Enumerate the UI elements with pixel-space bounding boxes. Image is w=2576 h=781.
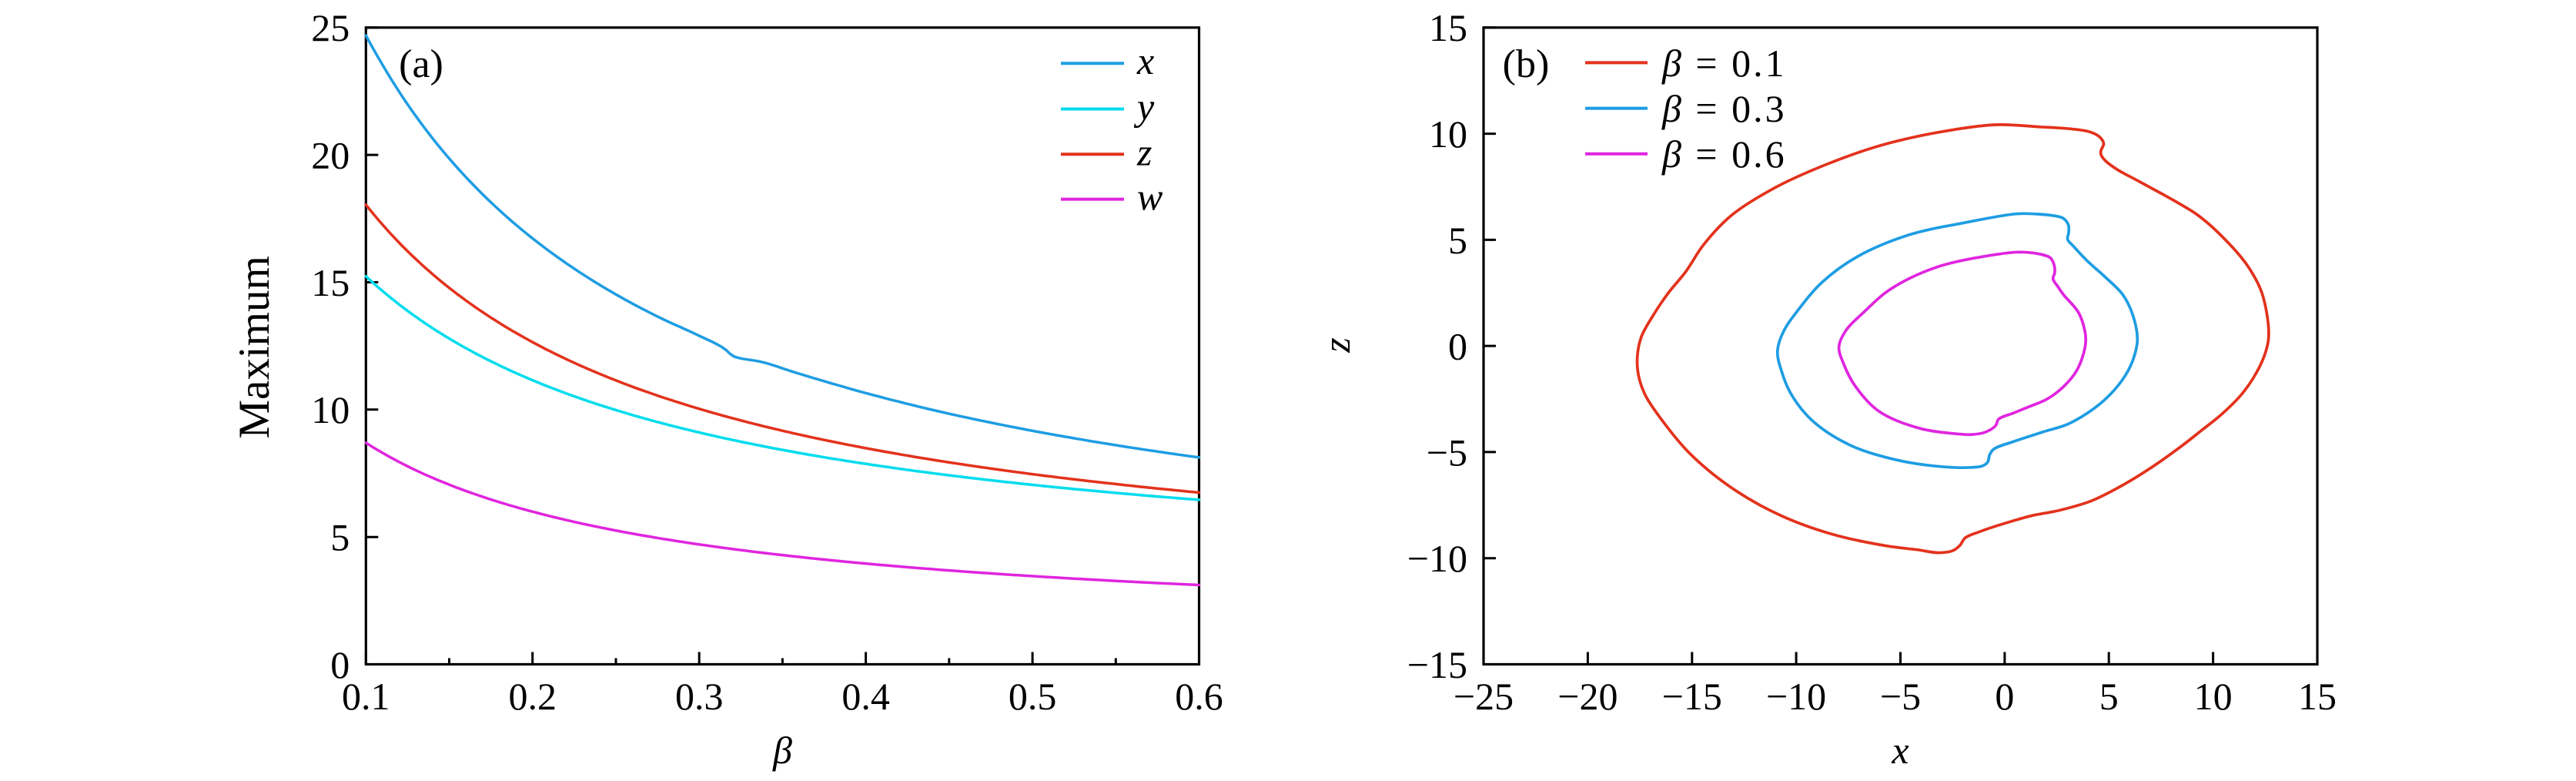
svg-text:y: y	[1133, 85, 1155, 129]
svg-text:−15: −15	[1662, 675, 1722, 718]
svg-text:(a): (a)	[399, 42, 443, 86]
svg-text:β = 0.3: β = 0.3	[1661, 87, 1787, 130]
svg-text:x: x	[1136, 39, 1154, 82]
svg-text:10: 10	[311, 388, 350, 431]
svg-text:z: z	[1315, 337, 1358, 353]
svg-text:−15: −15	[1407, 643, 1467, 686]
svg-text:−10: −10	[1407, 537, 1467, 580]
svg-text:0.4: 0.4	[841, 675, 890, 718]
svg-text:15: 15	[1429, 6, 1467, 49]
svg-text:−25: −25	[1454, 675, 1514, 718]
svg-text:β = 0.1: β = 0.1	[1661, 42, 1787, 85]
svg-text:0.2: 0.2	[508, 675, 557, 718]
svg-text:15: 15	[2298, 675, 2337, 718]
svg-text:10: 10	[2194, 675, 2233, 718]
svg-text:0: 0	[1995, 675, 2014, 718]
svg-text:−10: −10	[1766, 675, 1826, 718]
svg-text:z: z	[1136, 130, 1152, 173]
svg-text:0.1: 0.1	[342, 675, 390, 718]
svg-text:20: 20	[311, 134, 350, 177]
svg-text:−20: −20	[1557, 675, 1618, 718]
svg-text:15: 15	[311, 261, 350, 304]
svg-text:−5: −5	[1427, 431, 1467, 474]
svg-text:x: x	[1891, 729, 1909, 772]
svg-text:25: 25	[311, 6, 350, 49]
svg-text:0: 0	[330, 643, 350, 686]
svg-text:5: 5	[2099, 675, 2119, 718]
svg-text:0.3: 0.3	[675, 675, 724, 718]
svg-text:Maximum: Maximum	[230, 256, 279, 439]
svg-text:0.6: 0.6	[1175, 675, 1223, 718]
svg-text:5: 5	[1448, 219, 1467, 262]
svg-text:5: 5	[330, 516, 350, 559]
svg-text:β = 0.6: β = 0.6	[1661, 132, 1787, 176]
svg-text:0: 0	[1448, 325, 1467, 368]
svg-text:(b): (b)	[1503, 42, 1550, 86]
svg-text:0.5: 0.5	[1009, 675, 1057, 718]
svg-text:10: 10	[1429, 112, 1467, 156]
svg-text:β: β	[772, 729, 792, 772]
svg-text:−5: −5	[1880, 675, 1921, 718]
svg-text:w: w	[1137, 176, 1163, 219]
